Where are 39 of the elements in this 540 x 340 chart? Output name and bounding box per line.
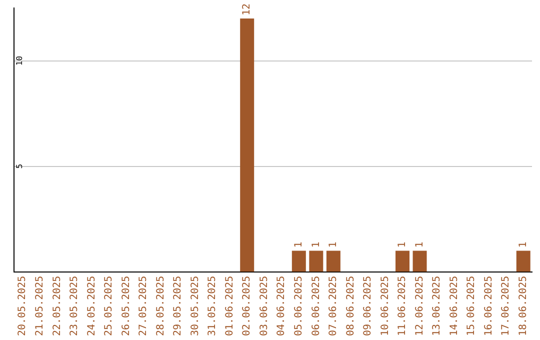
x-tick-label: 24.05.2025 (86, 276, 98, 336)
data-label: 1 (328, 242, 340, 248)
x-tick-label: 15.06.2025 (466, 276, 478, 336)
x-tick-label: 18.06.2025 (518, 276, 529, 336)
x-tick-label: 14.06.2025 (448, 276, 460, 336)
x-tick-label: 09.06.2025 (362, 276, 374, 336)
x-tick-label: 13.06.2025 (432, 276, 443, 336)
x-tick-label: 02.06.2025 (242, 276, 253, 336)
x-tick-label: 10.06.2025 (380, 276, 391, 336)
x-tick-label: 01.06.2025 (224, 276, 236, 336)
x-tick-label: 28.05.2025 (155, 276, 166, 336)
x-tick-label: 11.06.2025 (397, 276, 408, 336)
x-tick-label: 04.06.2025 (276, 276, 288, 336)
x-tick-label: 27.05.2025 (138, 276, 150, 336)
data-label: 1 (310, 242, 322, 248)
y-tick-label: 10 (15, 56, 24, 66)
data-label: 12 (242, 4, 253, 16)
x-tick-label: 06.06.2025 (310, 276, 322, 336)
x-tick-label: 26.05.2025 (120, 276, 132, 336)
x-tick-label: 31.05.2025 (207, 276, 218, 336)
data-label: 1 (518, 242, 529, 248)
y-tick-label: 5 (15, 164, 24, 169)
x-tick-label: 21.05.2025 (34, 276, 46, 336)
x-tick-label: 22.05.2025 (52, 276, 63, 336)
x-tick-label: 17.06.2025 (500, 276, 512, 336)
x-tick-label: 07.06.2025 (328, 276, 340, 336)
x-tick-label: 16.06.2025 (483, 276, 494, 336)
x-tick-label: 30.05.2025 (190, 276, 201, 336)
x-tick-label: 05.06.2025 (293, 276, 304, 336)
x-tick-label: 20.05.2025 (17, 276, 28, 336)
x-tick-label: 12.06.2025 (414, 276, 426, 336)
x-tick-label: 29.05.2025 (172, 276, 184, 336)
x-tick-label: 23.05.2025 (69, 276, 80, 336)
data-label: 1 (293, 242, 304, 248)
x-tick-label: 08.06.2025 (345, 276, 356, 336)
x-tick-label: 03.06.2025 (258, 276, 270, 336)
data-label: 1 (397, 242, 408, 248)
x-tick-label: 25.05.2025 (104, 276, 115, 336)
data-label: 1 (414, 242, 426, 248)
